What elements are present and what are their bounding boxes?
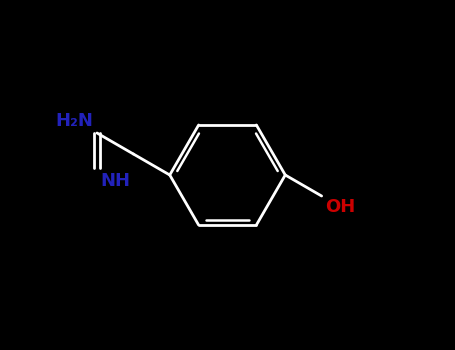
Text: OH: OH [325,198,355,216]
Text: NH: NH [101,172,131,189]
Text: H₂N: H₂N [56,112,94,130]
